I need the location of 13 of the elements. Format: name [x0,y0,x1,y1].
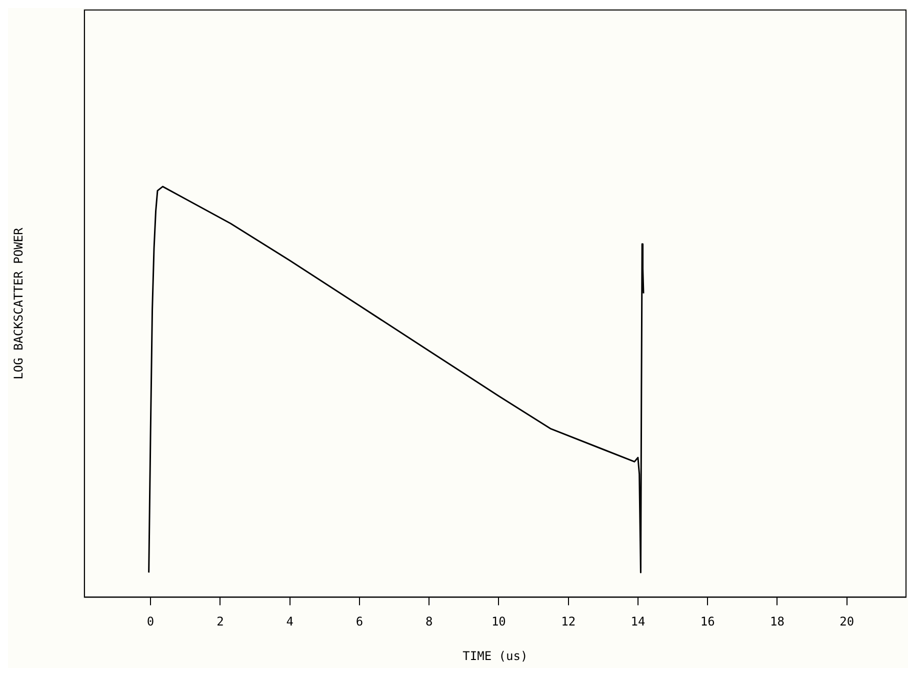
x-tick-label: 10 [491,614,506,629]
x-tick-label: 2 [216,614,224,629]
x-tick-label: 0 [146,614,154,629]
y-axis-title: LOG BACKSCATTER POWER [11,226,26,380]
x-tick-label: 4 [286,614,294,629]
x-tick-label: 12 [561,614,576,629]
x-tick-label: 20 [840,614,854,629]
x-axis-title: TIME (us) [462,648,528,663]
x-tick-label: 18 [770,614,784,629]
x-tick-label: 14 [630,614,646,629]
x-tick-label: 6 [356,614,364,629]
x-tick-label: 8 [425,614,433,629]
x-tick-label: 16 [700,614,715,629]
